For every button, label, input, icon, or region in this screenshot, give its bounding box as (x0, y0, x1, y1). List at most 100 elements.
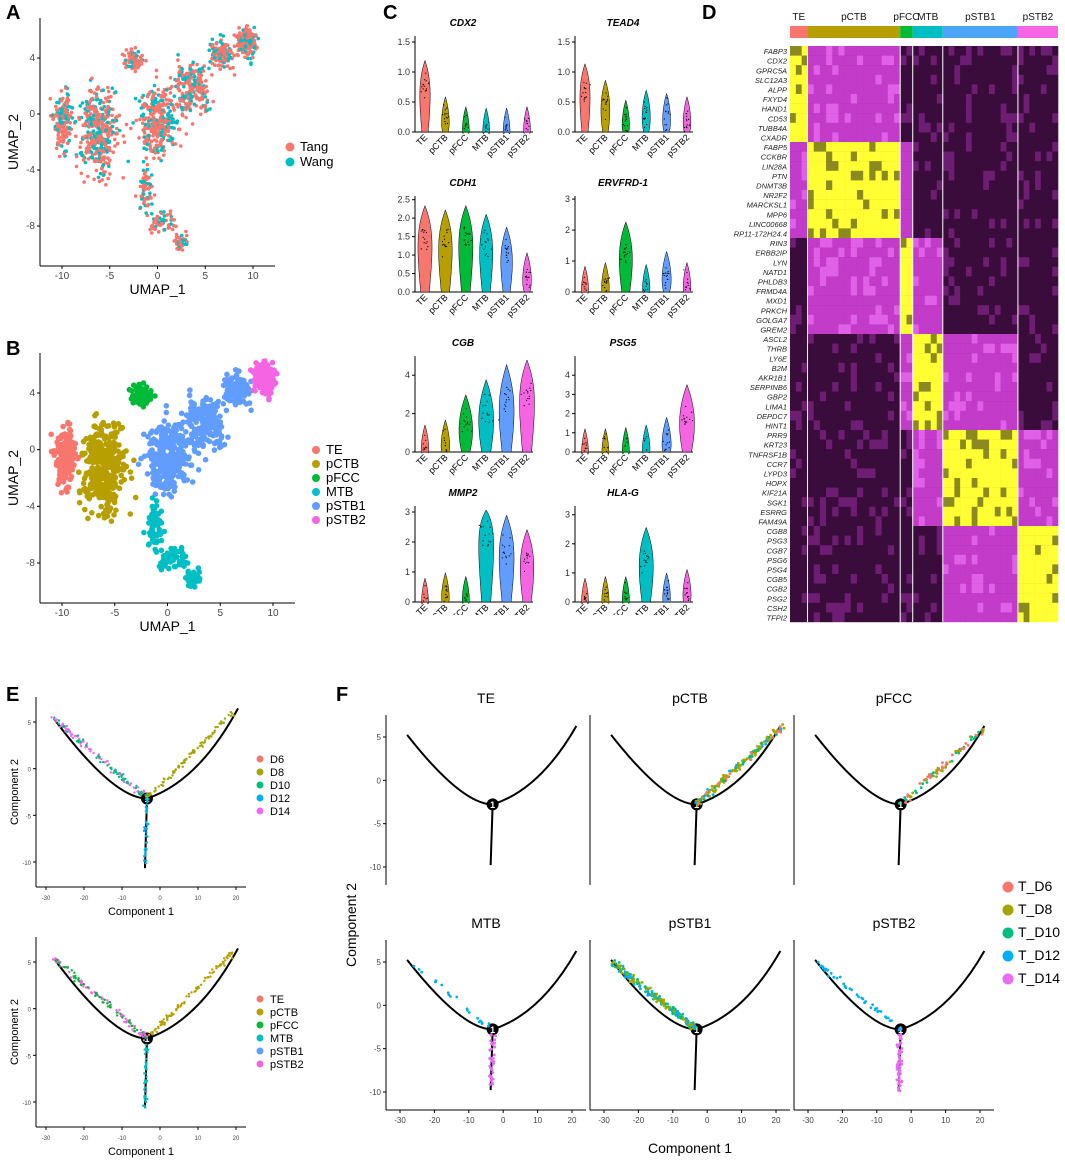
heatmap-cell (965, 46, 972, 56)
heatmap-cell (869, 218, 876, 229)
umap-point (90, 481, 97, 488)
umap-point (135, 58, 139, 63)
heatmap-cell (856, 247, 864, 258)
heatmap-cell (971, 161, 978, 171)
umap-point (144, 196, 148, 201)
y-tick-label: 4 (29, 53, 35, 64)
heatmap-cell (807, 247, 815, 258)
heatmap-cell (813, 238, 821, 248)
violin-point (625, 118, 627, 121)
legend-label-pstb1: pSTB1 (326, 498, 366, 513)
violin-point (528, 276, 530, 278)
heatmap-cell (1046, 180, 1053, 191)
violin-plot-mmp2: MMP23210TEpCTBpFCCMTBpSTB1pSTB2 (405, 488, 535, 615)
legend-key-pstb2 (312, 516, 320, 524)
umap-point (113, 507, 119, 513)
heatmap-cell (869, 84, 876, 95)
heatmap-cell (1017, 103, 1024, 114)
violin-point (684, 420, 686, 422)
heatmap-cell (942, 113, 949, 123)
heatmap-cell (965, 209, 972, 219)
umap-point (138, 117, 142, 122)
heatmap-cell (994, 113, 1001, 123)
panel-label-b: B (6, 338, 21, 360)
heatmap-cell (790, 84, 797, 95)
heatmap-cell (1035, 55, 1042, 66)
umap-point (133, 45, 138, 50)
umap-point (169, 102, 173, 107)
umap-point (106, 156, 110, 160)
heatmap-cell (795, 142, 802, 152)
violin-te (581, 265, 589, 294)
heatmap-cell (875, 151, 882, 162)
violin-point (584, 282, 586, 284)
heatmap-cell (942, 228, 949, 239)
heatmap-cell (807, 132, 815, 143)
heatmap-cell (1023, 46, 1030, 56)
violin-point (686, 416, 688, 418)
violin-point (529, 555, 531, 557)
umap-point (58, 116, 63, 121)
violin-point (646, 124, 648, 126)
heatmap-cell (844, 132, 852, 143)
violin-point (505, 128, 507, 130)
heatmap-cell (983, 218, 990, 229)
umap-point (109, 463, 115, 469)
umap-point (121, 134, 126, 138)
heatmap-cell (856, 142, 864, 152)
violin-point (506, 129, 508, 131)
violin-point (625, 261, 627, 264)
heatmap-cell (994, 122, 1001, 133)
umap-point (210, 73, 214, 77)
umap-point (106, 161, 110, 166)
violin-point (508, 545, 510, 547)
heatmap-cell (948, 84, 955, 95)
heatmap-cell (989, 238, 996, 248)
heatmap-cell (813, 55, 821, 66)
umap-point (64, 102, 69, 107)
heatmap-cell (954, 74, 961, 85)
heatmap-cell (887, 46, 895, 56)
violin-point (463, 426, 465, 428)
umap-point (104, 183, 108, 187)
umap-point (70, 116, 75, 120)
heatmap-cell (983, 122, 990, 133)
umap-point (178, 239, 182, 244)
umap-point (135, 461, 142, 468)
umap-point (172, 563, 178, 570)
umap-point (161, 124, 166, 129)
heatmap-cell (807, 209, 815, 219)
umap-point (54, 439, 60, 446)
heatmap-cell (954, 132, 961, 143)
umap-point (102, 170, 106, 174)
heatmap-cell (869, 132, 876, 143)
violin-point (505, 238, 507, 241)
y-tick-label: -4 (26, 165, 35, 176)
umap-point (154, 139, 159, 143)
violin-point (626, 592, 628, 594)
heatmap-cell (1023, 84, 1030, 95)
umap-point (274, 370, 280, 377)
heatmap-cell (795, 103, 802, 114)
heatmap-cell (795, 84, 802, 95)
umap-point (192, 83, 197, 87)
umap-point (91, 120, 96, 124)
heatmap-cell (887, 132, 895, 143)
violin-point (483, 248, 485, 250)
heatmap-cell (954, 84, 961, 95)
umap-point (201, 69, 206, 73)
heatmap-cell (1012, 151, 1019, 162)
heatmap-cell (813, 180, 821, 191)
violin-point (507, 388, 509, 390)
heatmap-cell (977, 74, 984, 85)
umap-point (148, 191, 152, 195)
heatmap-cell (965, 151, 972, 162)
umap-point (144, 156, 149, 160)
heatmap-cell (819, 65, 827, 75)
umap-point (94, 97, 99, 102)
umap-point (185, 582, 192, 589)
umap-point (150, 507, 157, 514)
violin-point (465, 243, 467, 245)
heatmap-cell (881, 142, 889, 152)
